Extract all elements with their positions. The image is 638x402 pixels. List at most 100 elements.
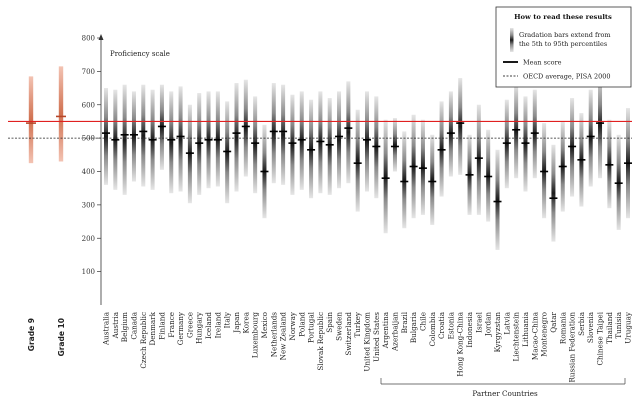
country-bar — [346, 81, 351, 184]
country-bars — [102, 73, 632, 250]
country-label: Liechtenstein — [512, 312, 521, 362]
country-bar — [178, 86, 183, 192]
country-label: Canada — [129, 311, 138, 339]
country-bar — [448, 91, 453, 177]
y-axis: 100 200 300 400 500 600 700 800 — [82, 34, 104, 305]
y-tick-label: 500 — [82, 135, 95, 143]
country-label: Norway — [288, 311, 297, 340]
country-bar — [215, 91, 220, 187]
country-bar — [439, 101, 444, 197]
y-axis-arrow — [98, 34, 104, 40]
country-label: Ireland — [213, 312, 222, 339]
grade-panel: Grade 9 Grade 10 — [26, 66, 66, 356]
country-label: Romania — [558, 311, 567, 344]
country-label: Korea — [241, 311, 250, 333]
country-bar — [122, 84, 127, 195]
country-label: Australia — [102, 311, 111, 346]
country-bar — [243, 79, 248, 177]
grade-label: Grade 10 — [57, 318, 66, 356]
country-bar — [514, 84, 519, 179]
country-label: Hong Kong-China — [456, 311, 465, 376]
country-bar — [299, 91, 304, 190]
country-bar — [365, 91, 369, 192]
country-label: Slovak Republic — [316, 312, 325, 371]
country-bar — [104, 88, 108, 185]
country-label: United Kingdom — [363, 312, 372, 372]
country-bar — [430, 134, 435, 225]
country-label: Iceland — [204, 312, 213, 339]
country-label: Indonesia — [465, 311, 474, 347]
country-label: Russian Federation — [568, 312, 577, 383]
country-label: Chinese Taipei — [596, 311, 605, 365]
legend-item-mean: Mean score — [523, 59, 562, 67]
country-bar — [607, 119, 612, 209]
country-label: Japan — [232, 312, 241, 334]
country-bar — [504, 99, 509, 189]
country-bar — [355, 109, 360, 212]
country-bar — [309, 99, 314, 199]
country-label: Austria — [111, 311, 120, 339]
country-label: Mexico — [260, 312, 269, 338]
country-label: Jordan — [484, 312, 493, 338]
country-bar — [392, 118, 397, 172]
grade-bar — [58, 66, 64, 162]
country-label: Lithuania — [521, 311, 530, 346]
country-label: France — [167, 312, 176, 338]
country-bar — [551, 144, 556, 242]
country-label: Bulgaria — [409, 311, 418, 343]
legend-gradation-icon — [510, 28, 514, 52]
country-bar — [281, 84, 286, 185]
country-bar — [234, 83, 239, 192]
country-label: Luxembourg — [251, 312, 260, 359]
country-bar — [318, 91, 323, 194]
country-bar — [598, 73, 603, 179]
country-label: New Zealand — [279, 312, 288, 361]
partner-countries-label: Partner Countries — [472, 389, 538, 398]
country-bar — [290, 94, 295, 195]
country-label: Tunisia — [614, 311, 623, 338]
legend-item-gradation-line2: the 5th to 95th percentiles — [519, 40, 607, 48]
country-label: Chile — [418, 312, 427, 331]
country-label: Belgium — [120, 312, 129, 342]
country-label: Turkey — [353, 311, 362, 337]
country-label: Greece — [185, 312, 194, 338]
country-label: Serbia — [577, 311, 586, 336]
country-bar — [458, 78, 463, 175]
country-label: Slovenia — [586, 311, 595, 343]
y-tick-label: 600 — [82, 101, 95, 109]
country-label: Argentina — [381, 311, 390, 349]
country-label: Latvia — [502, 311, 511, 334]
country-label: Denmark — [148, 311, 157, 345]
country-bar — [420, 119, 425, 215]
country-label: Italy — [223, 311, 232, 328]
legend-item-gradation-line1: Gradation bars extend from — [519, 31, 611, 39]
country-bar — [327, 98, 332, 195]
country-label: Germany — [176, 311, 185, 345]
country-labels: Australia Austria Belgium Canada Czech Repub… — [102, 311, 633, 382]
y-tick-label: 300 — [82, 201, 95, 209]
country-bar — [523, 96, 528, 192]
country-label: Israel — [474, 311, 483, 333]
country-label: Sweden — [335, 312, 344, 341]
y-tick-label: 700 — [82, 68, 95, 76]
country-bar — [486, 129, 491, 222]
country-label: Hungary — [195, 311, 204, 344]
country-label: Netherlands — [269, 312, 278, 358]
country-bar — [374, 96, 379, 199]
grade-bar — [28, 76, 34, 164]
country-label: Poland — [297, 312, 306, 337]
country-bar — [495, 149, 500, 250]
country-label: Brazil — [400, 311, 409, 333]
partner-countries-bracket: Partner Countries — [380, 378, 626, 398]
y-tick-label: 400 — [82, 168, 95, 176]
y-axis-label: Proficiency scale — [110, 50, 170, 58]
country-label: Qatar — [549, 311, 558, 332]
country-bar — [169, 91, 174, 194]
country-label: Czech Republic — [139, 312, 148, 369]
country-label: Estonia — [446, 311, 455, 339]
y-tick-label: 100 — [82, 268, 95, 276]
country-label: Finland — [157, 312, 166, 340]
country-bar — [131, 91, 136, 182]
country-label: Colombia — [428, 311, 437, 346]
